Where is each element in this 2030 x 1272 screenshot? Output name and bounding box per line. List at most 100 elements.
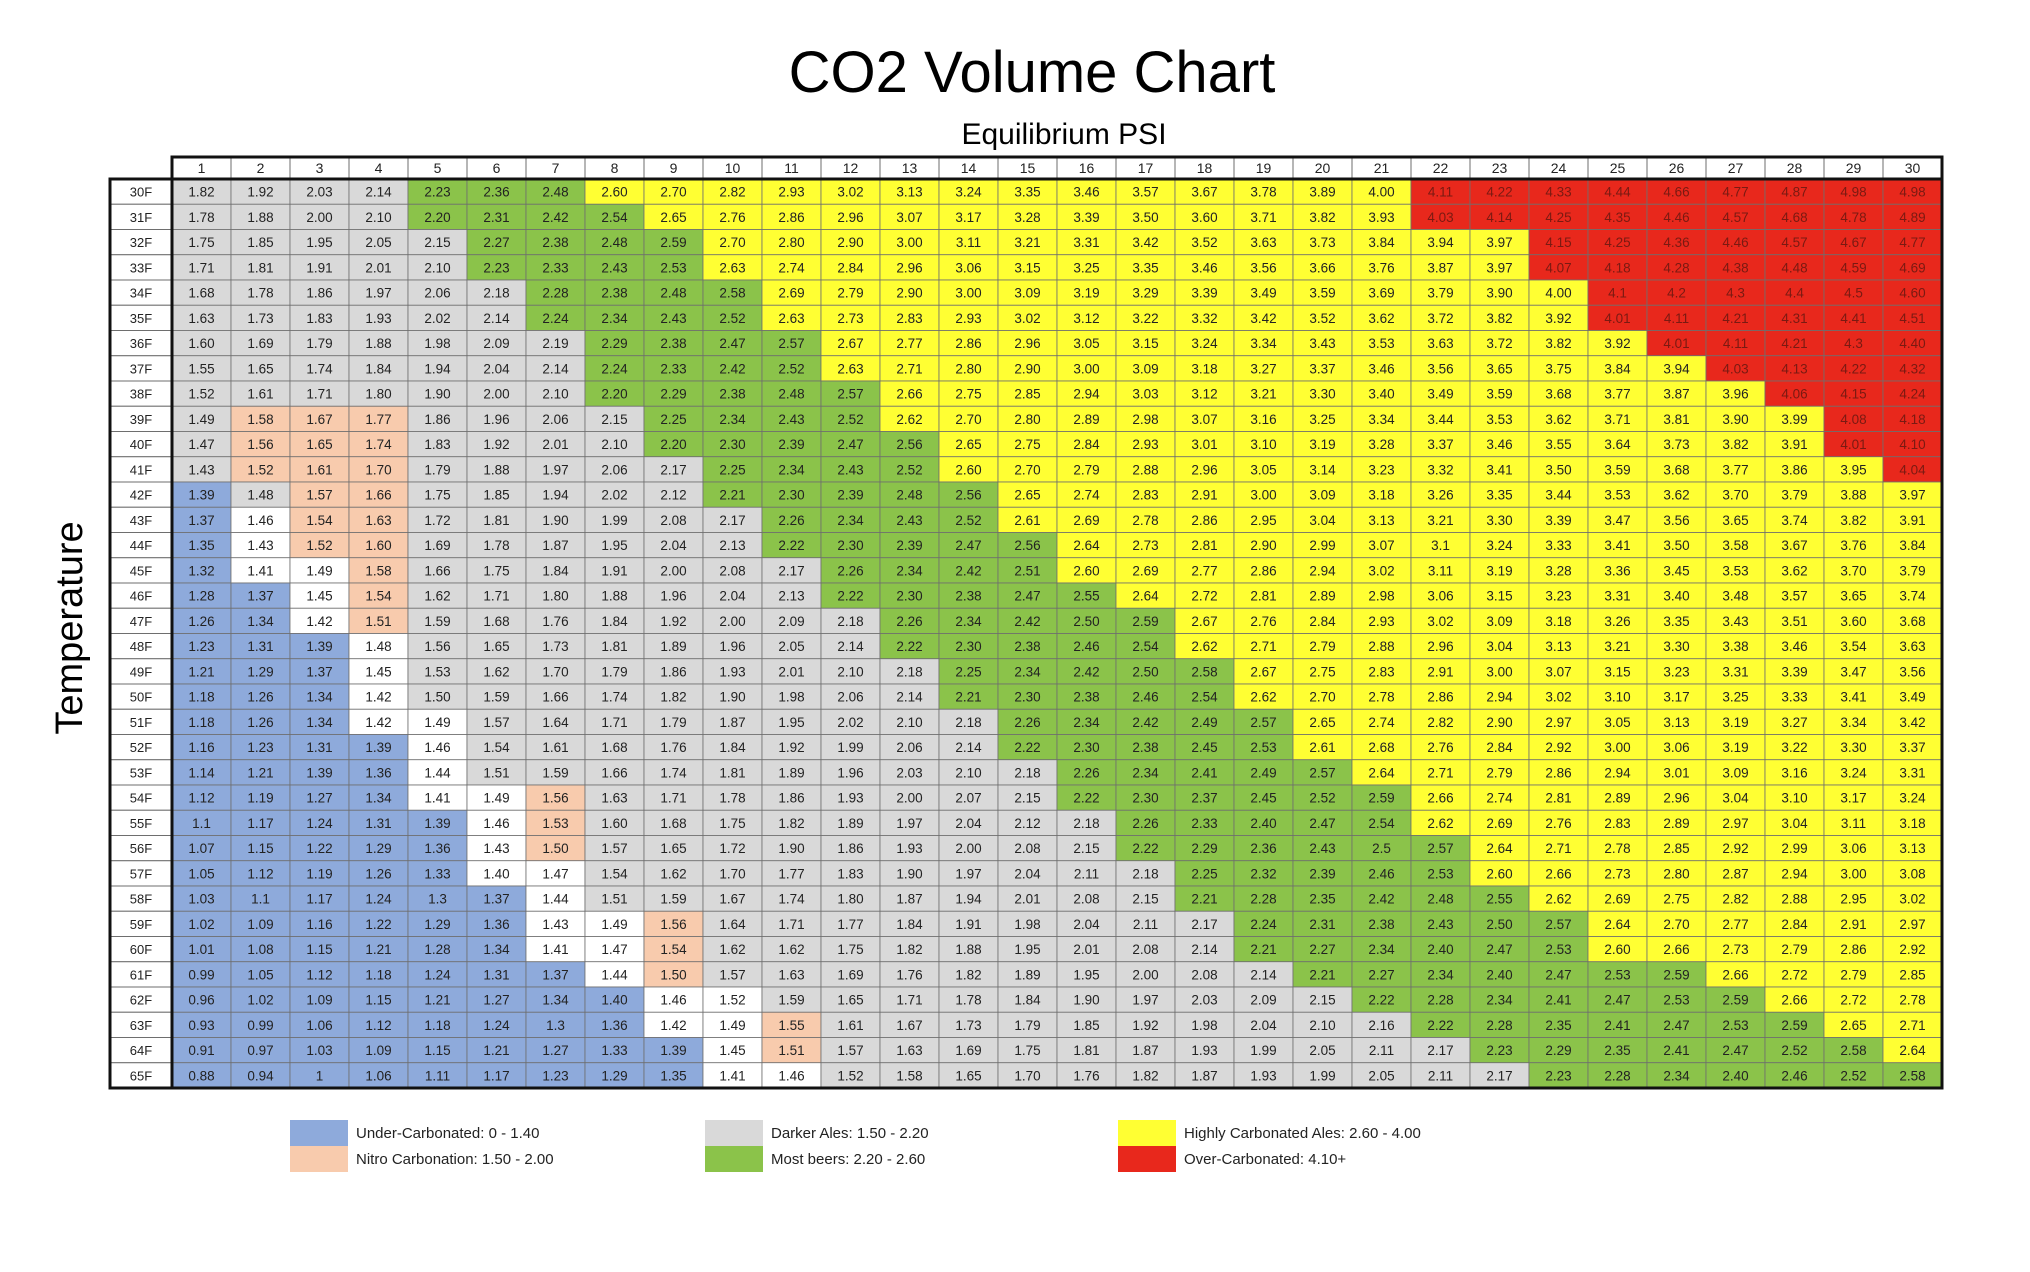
cell-value-label: 3.31 <box>1073 235 1099 250</box>
cell-value-label: 2.93 <box>1132 437 1158 452</box>
cell-value-label: 1.18 <box>188 690 214 705</box>
cell-value-label: 1.97 <box>955 866 981 881</box>
cell-value-label: 1.21 <box>483 1043 509 1058</box>
cell-value-label: 2.78 <box>1899 993 1925 1008</box>
cell-value-label: 2.29 <box>660 387 686 402</box>
cell-value-label: 2.99 <box>1309 538 1335 553</box>
heatmap-cell <box>348 1062 409 1089</box>
cell-value-label: 2.21 <box>719 488 745 503</box>
cell-value-label: 1.39 <box>188 488 214 503</box>
heatmap-cell <box>1823 809 1884 836</box>
cell-value-label: 1.97 <box>896 816 922 831</box>
heatmap-cell <box>584 961 645 988</box>
cell-value-label: 3.56 <box>1663 513 1689 528</box>
column-header-label: 14 <box>961 160 977 176</box>
heatmap-cell <box>1764 986 1825 1013</box>
legend-swatch <box>1118 1146 1176 1172</box>
cell-value-label: 4.25 <box>1604 235 1630 250</box>
cell-value-label: 2.34 <box>896 563 923 578</box>
cell-value-label: 1.75 <box>483 563 509 578</box>
legend-swatch <box>705 1120 763 1146</box>
cell-value-label: 1.17 <box>483 1068 509 1083</box>
heatmap-cell <box>1410 506 1471 533</box>
cell-value-label: 2.81 <box>1191 538 1217 553</box>
cell-value-label: 3.21 <box>1014 235 1040 250</box>
heatmap-cell <box>1882 683 1943 710</box>
cell-value-label: 4.68 <box>1781 210 1807 225</box>
cell-value-label: 2.64 <box>1604 917 1631 932</box>
heatmap-cell <box>1115 254 1176 281</box>
heatmap-cell <box>820 456 881 483</box>
cell-value-label: 1.28 <box>424 942 450 957</box>
heatmap-cell <box>702 759 763 786</box>
heatmap-cell <box>1646 658 1707 685</box>
cell-value-label: 2.23 <box>424 185 450 200</box>
cell-value-label: 1.85 <box>247 235 273 250</box>
cell-value-label: 1.05 <box>188 866 214 881</box>
row-header-label: 42F <box>130 488 152 503</box>
cell-value-label: 1.84 <box>719 740 746 755</box>
cell-value-label: 1.73 <box>955 1018 981 1033</box>
cell-value-label: 1.59 <box>660 892 686 907</box>
heatmap-cell <box>1174 961 1235 988</box>
heatmap-cell <box>1233 809 1294 836</box>
heatmap-cell <box>1764 355 1825 382</box>
cell-value-label: 3.13 <box>1663 715 1689 730</box>
heatmap-cell <box>938 658 999 685</box>
cell-value-label: 2.18 <box>955 715 981 730</box>
heatmap-cell <box>997 809 1058 836</box>
heatmap-cell <box>761 330 822 357</box>
cell-value-label: 1.95 <box>1014 942 1040 957</box>
heatmap-cell <box>407 784 468 811</box>
cell-value-label: 2.69 <box>1604 892 1630 907</box>
heatmap-cell <box>1823 557 1884 584</box>
heatmap-cell <box>1705 506 1766 533</box>
heatmap-cell <box>1528 304 1589 331</box>
cell-value-label: 1.36 <box>424 841 450 856</box>
heatmap-cell <box>1410 860 1471 887</box>
cell-value-label: 1.50 <box>660 967 686 982</box>
cell-value-label: 1.92 <box>660 614 686 629</box>
cell-value-label: 2.43 <box>778 412 804 427</box>
cell-value-label: 2.40 <box>1250 816 1276 831</box>
cell-value-label: 2.62 <box>896 412 922 427</box>
cell-value-label: 2.36 <box>483 185 509 200</box>
cell-value-label: 1.92 <box>1132 1018 1158 1033</box>
cell-value-label: 1.44 <box>542 892 569 907</box>
heatmap-cell <box>525 683 586 710</box>
cell-value-label: 2.10 <box>1309 1018 1335 1033</box>
cell-value-label: 3.52 <box>1309 311 1335 326</box>
cell-value-label: 1.12 <box>188 791 214 806</box>
row-header-label: 53F <box>130 765 152 780</box>
heatmap-cell <box>1056 532 1117 559</box>
cell-value-label: 1.27 <box>483 993 509 1008</box>
cell-value-label: 2.82 <box>719 185 745 200</box>
cell-value-label: 2.59 <box>1663 967 1689 982</box>
cell-value-label: 4.11 <box>1664 311 1689 326</box>
heatmap-cell <box>1528 734 1589 761</box>
cell-value-label: 2.28 <box>542 286 568 301</box>
cell-value-label: 2.46 <box>1132 690 1158 705</box>
heatmap-cell <box>879 633 940 660</box>
cell-value-label: 3.46 <box>1368 361 1394 376</box>
heatmap-cell <box>1469 683 1530 710</box>
heatmap-cell <box>879 355 940 382</box>
heatmap-cell <box>1587 734 1648 761</box>
cell-value-label: 2.71 <box>1899 1018 1925 1033</box>
cell-value-label: 2.04 <box>1014 866 1041 881</box>
cell-value-label: 4.67 <box>1840 235 1866 250</box>
cell-value-label: 1.87 <box>542 538 568 553</box>
heatmap-cell <box>1764 708 1825 735</box>
heatmap-cell <box>1056 431 1117 458</box>
heatmap-cell <box>407 759 468 786</box>
cell-value-label: 2.18 <box>1014 765 1040 780</box>
heatmap-cell <box>1292 582 1353 609</box>
cell-value-label: 2.60 <box>1486 866 1512 881</box>
cell-value-label: 3.02 <box>1545 690 1571 705</box>
heatmap-cell <box>407 809 468 836</box>
cell-value-label: 1.41 <box>247 563 273 578</box>
cell-value-label: 2.00 <box>896 791 922 806</box>
cell-value-label: 1.35 <box>660 1068 686 1083</box>
cell-value-label: 1.71 <box>896 993 922 1008</box>
row-header-label: 62F <box>130 993 152 1008</box>
